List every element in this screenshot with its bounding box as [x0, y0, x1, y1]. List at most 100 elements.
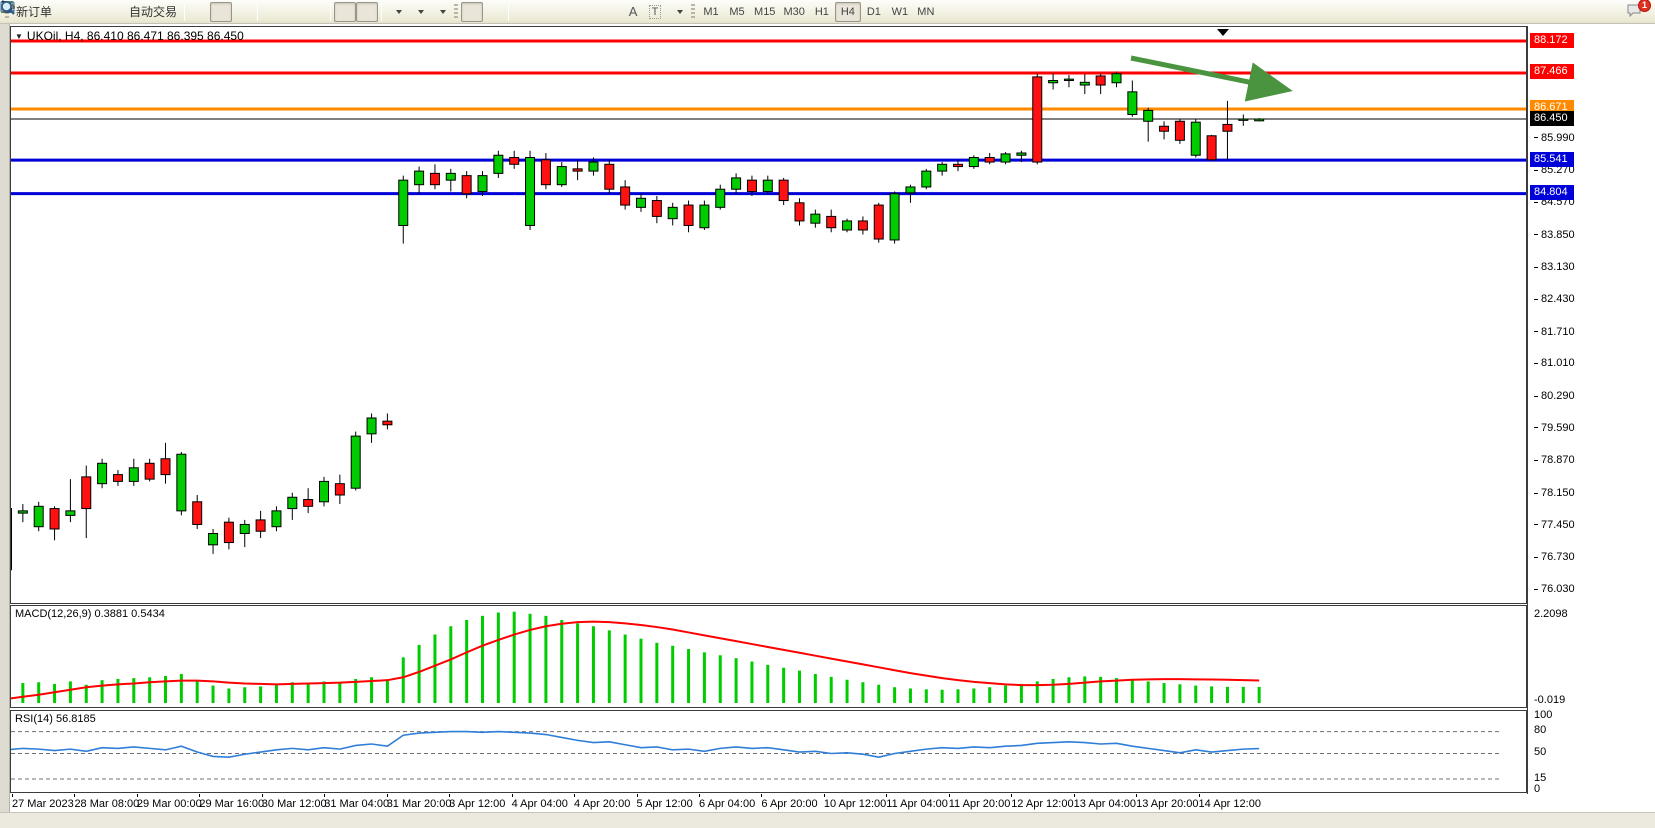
profile-button[interactable]: [1, 2, 78, 22]
arrow-tools-button[interactable]: [1, 1, 688, 22]
chart-shift-button[interactable]: [2, 1, 379, 22]
new-order-button[interactable]: 新订单: [12, 2, 56, 22]
toolbar-grip[interactable]: [691, 3, 696, 20]
rsi-axis-tick: 15: [1534, 772, 1547, 784]
price-axis[interactable]: 85.990 85.270 84.570 83.850 83.130 82.430 81.7…: [1527, 26, 1655, 795]
candle-body: [1206, 135, 1217, 161]
time-axis-label: 12 Apr 12:00: [1011, 798, 1074, 810]
timeframe-button-d1[interactable]: D1: [866, 5, 881, 18]
macd-histogram-bar: [639, 638, 643, 703]
zoom-out-button[interactable]: [1, 1, 305, 22]
timeframe-button-h4[interactable]: H4: [834, 1, 861, 22]
timeframe-button-m30[interactable]: M30: [783, 5, 805, 18]
chart-template-button[interactable]: [0, 1, 451, 22]
candle-body: [889, 193, 900, 241]
macd-histogram-bar: [1051, 678, 1055, 703]
equidistant-channel-button[interactable]: E: [0, 1, 600, 22]
trend-line-button[interactable]: [1, 1, 578, 22]
macd-histogram-bar: [798, 670, 801, 703]
price-axis-tick: 81.010: [1534, 357, 1575, 369]
time-axis-label: 3 Apr 12:00: [449, 798, 506, 810]
candle-body: [1032, 76, 1043, 163]
trend-arrow-annotation[interactable]: [1130, 55, 1293, 102]
toolbar-grip[interactable]: [454, 3, 459, 20]
macd-histogram-bar: [782, 667, 786, 703]
macd-panel[interactable]: MACD(12,26,9) 0.3881 0.5434: [10, 605, 1527, 708]
level-price-badge: 88.172: [1530, 32, 1574, 48]
rsi-axis-tick: 0: [1534, 783, 1541, 795]
candle-body: [873, 204, 884, 240]
timeframe-button-w1[interactable]: W1: [891, 5, 909, 18]
vertical-line-button[interactable]: [4, 1, 534, 22]
cursor-button[interactable]: [2, 0, 484, 22]
candle-body: [271, 510, 282, 528]
period-clock-button[interactable]: [1, 1, 429, 22]
macd-histogram-bar: [322, 681, 326, 703]
macd-histogram-bar: [940, 689, 944, 703]
autotrading-label: 自动交易: [129, 5, 178, 19]
rsi-axis-tick: 100: [1534, 709, 1553, 721]
price-axis-tick: 77.450: [1534, 519, 1575, 531]
candle-body: [255, 519, 266, 532]
text-label-button[interactable]: T: [644, 2, 666, 22]
price-axis-tick: 85.990: [1534, 132, 1575, 144]
candle-body: [667, 206, 678, 220]
autotrading-button[interactable]: 自动交易: [0, 1, 181, 22]
candle-body: [429, 172, 440, 186]
horizontal-line-button[interactable]: [1, 2, 556, 22]
toolbar-separator: [257, 2, 259, 21]
candle-body: [223, 521, 234, 544]
candlestick-chart[interactable]: [11, 27, 1526, 603]
timeframe-button-m1[interactable]: M1: [703, 5, 719, 18]
time-axis[interactable]: 27 Mar 2023 28 Mar 08:00 29 Mar 00:00 29 Ma…: [10, 794, 1527, 812]
toolbar-separator: [381, 2, 383, 21]
toolbar-separator: [508, 2, 510, 21]
bar-chart-button[interactable]: [2, 2, 210, 22]
chart-dropdown-icon[interactable]: ▼: [15, 31, 23, 41]
level-price-badge: 87.466: [1530, 64, 1574, 80]
price-axis-tick: 76.030: [1534, 583, 1575, 595]
timeframe-button-h1[interactable]: H1: [814, 5, 829, 18]
candle-body: [445, 172, 456, 181]
macd-histogram-bar: [1115, 678, 1118, 703]
candlestick-button[interactable]: [4, 1, 233, 22]
timeframe-button-m15[interactable]: M15: [754, 5, 776, 18]
candle-body: [540, 159, 551, 186]
macd-histogram-bar: [718, 655, 722, 703]
line-chart-button[interactable]: [0, 1, 254, 22]
signals-button[interactable]: [1, 1, 122, 22]
rsi-panel[interactable]: RSI(14) 56.8185: [10, 710, 1527, 793]
macd-histogram-bar: [401, 657, 405, 703]
time-axis-label: 30 Mar 12:00: [261, 798, 327, 810]
macd-histogram-bar: [560, 620, 564, 703]
time-axis-tick: [386, 794, 388, 797]
notifications-button[interactable]: 1: [1625, 0, 1651, 22]
auto-scroll-button[interactable]: [3, 1, 357, 22]
candle-body: [192, 501, 203, 525]
timeframe-toolbar: M1 M5 M15 M30 H1 H4 D1 W1 MN: [698, 1, 939, 22]
rsi-line: [11, 730, 1260, 758]
macd-chart[interactable]: [11, 606, 1526, 707]
candle-body: [715, 188, 726, 208]
crosshair-button[interactable]: [1, 1, 505, 22]
time-axis-label: 13 Apr 04:00: [1073, 798, 1137, 810]
tile-windows-button[interactable]: [1, 1, 327, 22]
macd-histogram-bar: [607, 630, 611, 703]
main-chart-panel[interactable]: ▼ UKOil, H4, 86.410 86.471 86.395 86.450: [10, 26, 1527, 604]
text-tool-button[interactable]: A: [622, 2, 644, 22]
search-button[interactable]: [1, 1, 1625, 22]
time-axis-label: 11 Apr 20:00: [948, 798, 1011, 810]
chart-title-text: UKOil, H4, 86.410 86.471 86.395 86.450: [26, 29, 244, 43]
market-watch-button[interactable]: [1, 1, 100, 22]
candle-body: [921, 170, 932, 188]
fibonacci-button[interactable]: F: [1, 2, 622, 22]
object-anchor-marker[interactable]: [1217, 29, 1229, 36]
zoom-in-button[interactable]: [1, 1, 283, 22]
add-indicator-button[interactable]: [0, 1, 407, 22]
timeframe-button-m5[interactable]: M5: [729, 5, 745, 18]
timeframe-button-mn[interactable]: MN: [917, 5, 935, 18]
rsi-chart[interactable]: [11, 711, 1526, 792]
candle-body: [984, 157, 995, 163]
candle-body: [176, 453, 187, 512]
time-axis-label: 4 Apr 20:00: [574, 798, 631, 810]
